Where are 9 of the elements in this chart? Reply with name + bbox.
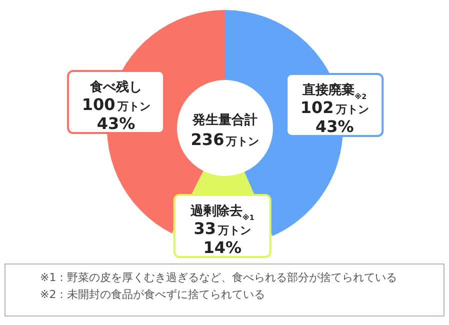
slice-label: 直接廃棄$_{※2}$ xyxy=(302,82,367,100)
text: 236万トン xyxy=(190,130,260,149)
slice-label: 過剰除去$_{※1}$ xyxy=(189,202,254,222)
text: ※2：未開封の食品が食べずに捨てられている xyxy=(40,288,266,301)
data-label: 33万トン 14% xyxy=(194,218,252,257)
text: ※1：野菜の皮を厚くむき過ぎるなど、食べられる部分が捨てられている xyxy=(40,271,398,284)
data-label: 100万トン 43% xyxy=(82,95,150,134)
slice-label: 食べ残し xyxy=(89,80,142,96)
text: 発生量合計 xyxy=(192,112,258,128)
